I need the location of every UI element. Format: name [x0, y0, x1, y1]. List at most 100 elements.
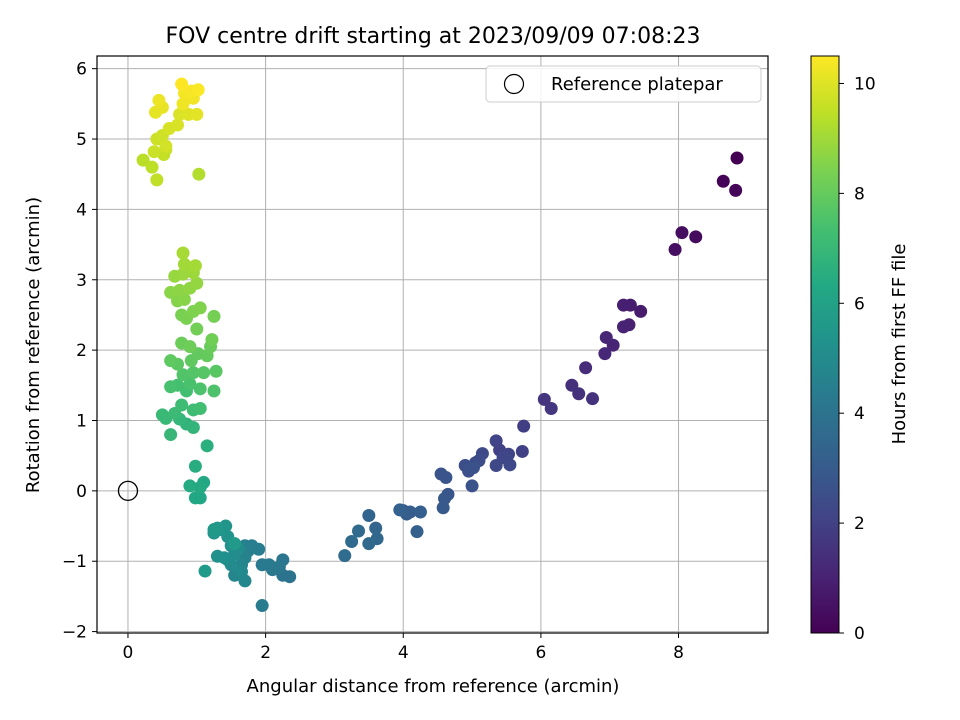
- data-point: [164, 428, 178, 442]
- data-point: [599, 330, 613, 344]
- data-point: [164, 354, 178, 368]
- y-tick-label: 6: [76, 60, 87, 80]
- data-point: [193, 382, 207, 396]
- y-tick-label: 4: [76, 200, 87, 220]
- data-point: [716, 174, 730, 188]
- data-point: [207, 523, 221, 537]
- colorbar-tick-label: 2: [854, 514, 865, 534]
- y-tick-label: 1: [76, 411, 87, 431]
- x-tick-label: 2: [260, 643, 271, 663]
- data-point: [176, 97, 190, 111]
- data-point: [207, 384, 221, 398]
- colorbar-label: Hours from first FF file: [889, 244, 910, 445]
- data-point: [668, 243, 682, 257]
- data-point: [171, 118, 185, 132]
- data-point: [345, 535, 359, 549]
- data-point: [436, 501, 450, 515]
- data-point: [255, 558, 269, 572]
- data-point: [209, 364, 223, 378]
- legend-entry-reference-platepar: Reference platepar: [551, 74, 723, 95]
- data-point: [598, 347, 612, 361]
- data-point: [362, 508, 376, 522]
- y-axis-ticks: −2 −1 0 1 2 3 4 5 6: [62, 60, 97, 643]
- data-point: [150, 173, 164, 187]
- data-point: [362, 537, 376, 551]
- data-point: [338, 549, 352, 563]
- data-point: [466, 461, 480, 475]
- data-point: [689, 230, 703, 244]
- data-point: [352, 524, 366, 538]
- data-point: [147, 145, 161, 159]
- data-point: [210, 549, 224, 563]
- data-point: [175, 77, 189, 91]
- data-point: [616, 320, 630, 334]
- data-point: [200, 439, 214, 453]
- x-tick-label: 8: [673, 643, 684, 663]
- data-point: [537, 392, 551, 406]
- legend: Reference platepar: [485, 65, 762, 103]
- data-point: [190, 322, 204, 336]
- legend-box: [485, 65, 762, 103]
- data-point: [634, 304, 648, 318]
- data-point: [410, 525, 424, 539]
- colorbar-tick-label: 8: [854, 184, 865, 204]
- data-point: [183, 377, 197, 391]
- data-point: [177, 257, 191, 271]
- data-point: [515, 444, 529, 458]
- data-point: [193, 402, 207, 416]
- data-point: [197, 366, 211, 380]
- data-point: [572, 387, 586, 401]
- data-point: [489, 459, 503, 473]
- x-tick-label: 0: [123, 643, 134, 663]
- y-axis-label: Rotation from reference (arcmin): [23, 197, 44, 493]
- data-point: [393, 503, 407, 517]
- y-tick-label: 5: [76, 130, 87, 150]
- data-point: [205, 333, 219, 347]
- data-point: [228, 537, 242, 551]
- y-tick-label: 0: [76, 482, 87, 502]
- x-axis-ticks: 0 2 4 6 8: [123, 633, 684, 663]
- legend-reference-marker: [503, 73, 525, 95]
- data-point: [190, 276, 204, 290]
- y-tick-label: −1: [62, 552, 87, 572]
- data-point: [544, 402, 558, 416]
- colorbar-tick-label: 0: [854, 624, 865, 644]
- data-point: [186, 421, 200, 435]
- data-point: [188, 491, 202, 505]
- data-point: [192, 167, 206, 181]
- data-point: [191, 83, 205, 97]
- x-axis-label: Angular distance from reference (arcmin): [247, 676, 620, 697]
- grid-lines: [97, 56, 768, 633]
- reference-platepar-marker: [117, 480, 139, 502]
- data-point: [235, 565, 249, 579]
- x-tick-label: 6: [535, 643, 546, 663]
- data-point: [173, 107, 187, 121]
- data-point: [193, 301, 207, 315]
- data-point: [465, 479, 479, 493]
- data-point: [579, 361, 593, 375]
- y-tick-label: 3: [76, 271, 87, 291]
- data-point: [159, 139, 173, 153]
- colorbar: [810, 55, 840, 634]
- data-point: [729, 183, 743, 197]
- chart-title: FOV centre drift starting at 2023/09/09 …: [166, 24, 701, 49]
- data-point: [207, 309, 221, 323]
- colorbar-tick-label: 10: [854, 74, 876, 94]
- data-point: [183, 479, 197, 493]
- data-point: [730, 151, 744, 165]
- data-point: [255, 599, 269, 613]
- data-point: [175, 398, 189, 412]
- reference-marker-layer: [117, 480, 139, 502]
- data-point: [183, 340, 197, 354]
- data-point: [616, 298, 630, 312]
- data-point: [198, 564, 212, 578]
- data-point: [188, 459, 202, 473]
- data-point: [152, 93, 166, 107]
- data-point: [503, 458, 517, 472]
- data-point: [369, 521, 383, 535]
- data-point: [193, 480, 207, 494]
- y-tick-label: −2: [62, 623, 87, 643]
- data-point: [136, 153, 150, 167]
- data-point: [173, 283, 187, 297]
- data-point: [164, 380, 178, 394]
